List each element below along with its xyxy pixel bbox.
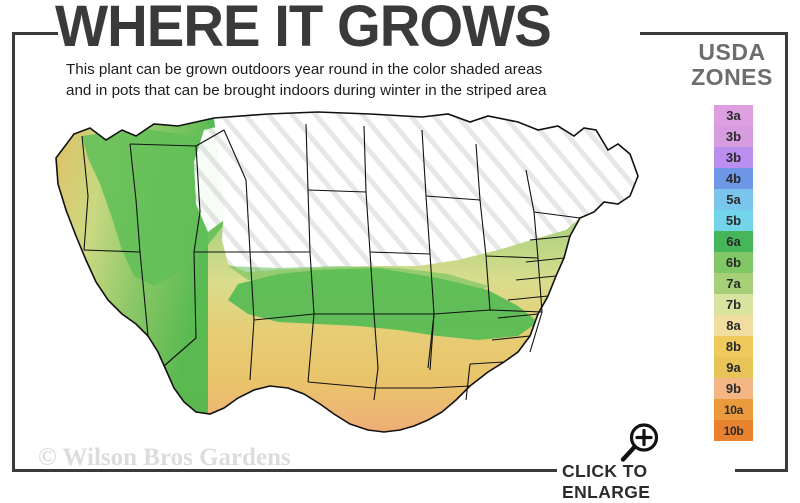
legend-swatch-7b: 7b: [714, 294, 753, 315]
map-green-fringe: [228, 266, 488, 296]
frame-top-right-segment: [640, 32, 788, 35]
legend-heading: USDA ZONES: [676, 40, 788, 90]
legend-swatch-10b: 10b: [714, 420, 753, 441]
map-orange-south-florida: [480, 372, 504, 430]
legend-swatch-8b: 8b: [714, 336, 753, 357]
subtitle-line-1: This plant can be grown outdoors year ro…: [66, 61, 543, 78]
magnifier-plus-icon[interactable]: [617, 420, 663, 466]
legend-swatch-7a: 7a: [714, 273, 753, 294]
frame-bottom-right-segment: [735, 469, 788, 472]
map-striped-pocket: [194, 124, 232, 232]
legend-heading-line-2: ZONES: [691, 64, 773, 90]
frame-right-segment: [785, 32, 788, 472]
map-orange-south-texas: [266, 400, 298, 432]
legend-swatch-9a: 9a: [714, 357, 753, 378]
legend-swatch-3b: 3b: [714, 126, 753, 147]
subtitle-text: This plant can be grown outdoors year ro…: [66, 59, 656, 101]
map-svg: [55, 111, 639, 433]
legend-swatch-5b: 5b: [714, 210, 753, 231]
legend-swatch-9b: 9b: [714, 378, 753, 399]
legend-swatch-5a: 5a: [714, 189, 753, 210]
frame-bottom-left-segment: [12, 469, 557, 472]
legend-swatch-3a: 3a: [714, 105, 753, 126]
page-title: WHERE IT GROWS: [55, 0, 552, 59]
watermark-credit: © Wilson Bros Gardens: [38, 444, 291, 471]
usda-zone-legend: 3a 3b 3b 4b 5a 5b 6a 6b 7a 7b 8a 8b 9a 9b 10a 10b: [714, 105, 753, 441]
frame-left-segment: [12, 32, 15, 472]
map-state-borders: [81, 123, 581, 401]
legend-swatch-4b: 4b: [714, 168, 753, 189]
subtitle-line-2: and in pots that can be brought indoors …: [66, 82, 547, 99]
legend-swatch-8a: 8a: [714, 315, 753, 336]
legend-swatch-6a: 6a: [714, 231, 753, 252]
legend-swatch-6b: 6b: [714, 252, 753, 273]
map-fill-layer: [56, 112, 638, 432]
click-to-enlarge-button[interactable]: CLICK TO ENLARGE: [562, 461, 734, 502]
hardiness-map[interactable]: [18, 100, 678, 460]
frame-top-left-segment: [12, 32, 58, 35]
legend-swatch-3b: 3b: [714, 147, 753, 168]
legend-swatch-10a: 10a: [714, 399, 753, 420]
legend-heading-line-1: USDA: [698, 39, 766, 65]
map-national-border: [55, 111, 639, 433]
